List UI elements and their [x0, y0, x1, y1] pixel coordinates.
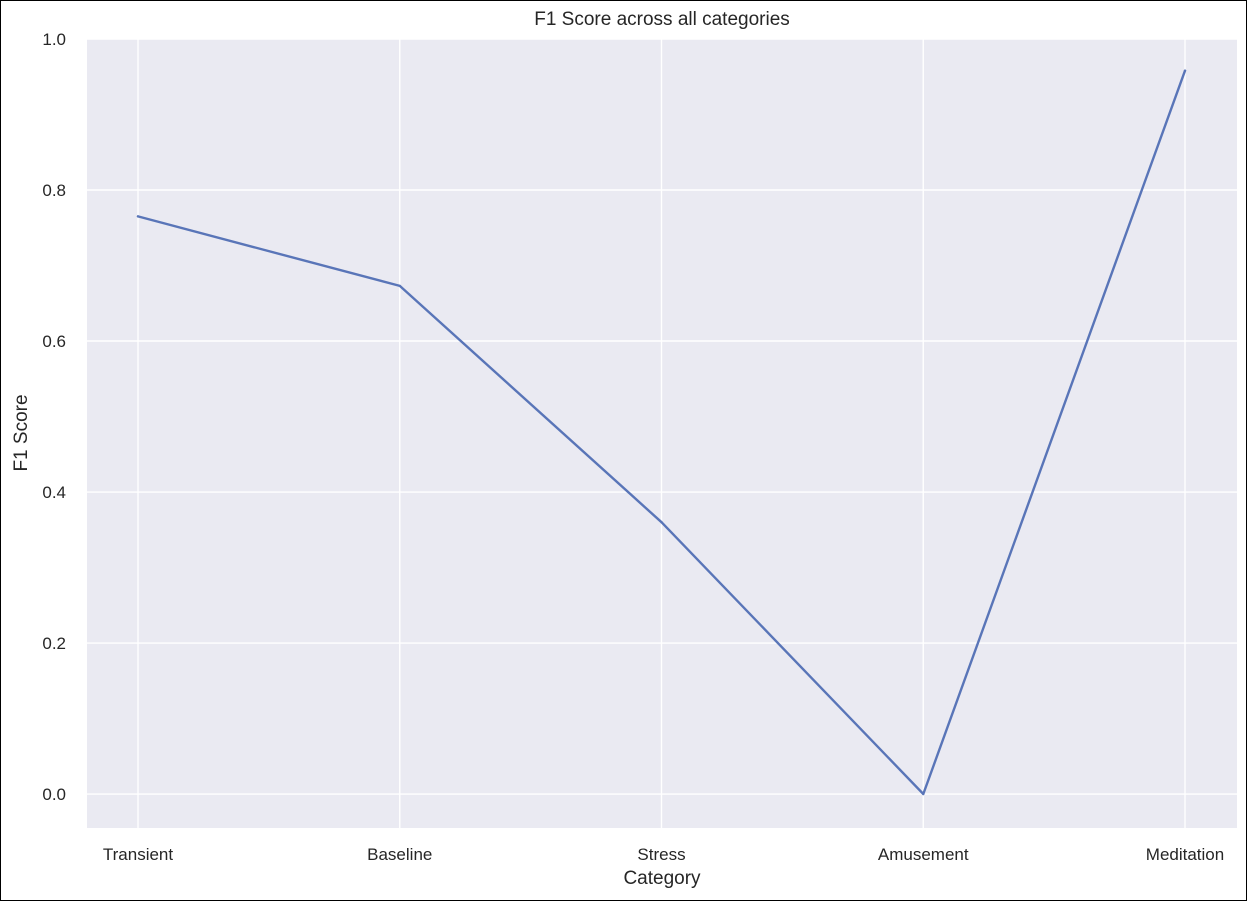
- x-tick-label-transient: Transient: [103, 845, 174, 864]
- x-tick-label-baseline: Baseline: [367, 845, 432, 864]
- x-tick-label-amusement: Amusement: [878, 845, 969, 864]
- data-point-meditation: [1184, 70, 1186, 72]
- y-axis-label: F1 Score: [11, 394, 32, 471]
- y-tick-label: 0.2: [42, 634, 66, 653]
- y-tick-label: 0.0: [42, 785, 66, 804]
- data-point-amusement: [922, 793, 924, 795]
- data-point-stress: [660, 521, 662, 523]
- y-tick-label: 1.0: [42, 30, 66, 49]
- x-tick-label-meditation: Meditation: [1146, 845, 1224, 864]
- chart-title: F1 Score across all categories: [534, 9, 790, 30]
- x-tick-label-stress: Stress: [637, 845, 685, 864]
- y-tick-label: 0.6: [42, 332, 66, 351]
- y-axis-ticks: 0.0 0.2 0.4 0.6 0.8 1.0: [42, 30, 66, 804]
- x-axis-label: Category: [623, 868, 701, 889]
- x-axis-ticks: Transient Baseline Stress Amusement Meditati…: [103, 845, 1224, 864]
- data-point-transient: [137, 215, 139, 217]
- y-tick-label: 0.4: [42, 483, 66, 502]
- y-tick-label: 0.8: [42, 181, 66, 200]
- data-point-baseline: [399, 285, 401, 287]
